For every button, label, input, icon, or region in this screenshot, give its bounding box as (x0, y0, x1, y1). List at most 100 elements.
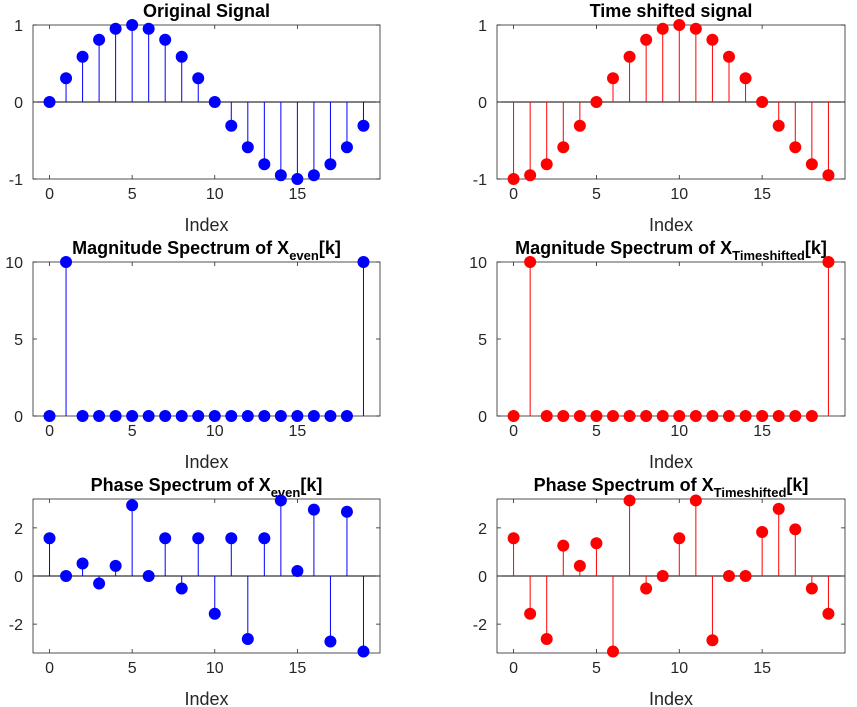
stem-marker (524, 169, 537, 182)
stem-marker (756, 410, 769, 422)
stem-marker (340, 141, 353, 154)
stem-marker (772, 410, 785, 422)
stem-marker (126, 19, 139, 31)
stem-marker (540, 633, 553, 646)
stem-marker (789, 410, 802, 422)
plot-title: Phase Spectrum of Xeven[k] (91, 475, 323, 500)
stem-marker (706, 410, 719, 422)
x-tick-label: 5 (128, 186, 137, 203)
stem-marker (706, 33, 719, 46)
y-tick-label: 5 (478, 332, 487, 349)
stem-marker (192, 532, 205, 545)
stem-marker (640, 33, 653, 46)
stem-marker (822, 256, 835, 268)
stem-marker (93, 33, 106, 46)
stem-marker (225, 532, 238, 545)
y-tick-label: 0 (14, 409, 23, 426)
y-tick-label: -1 (473, 172, 487, 189)
stem-marker (43, 96, 56, 108)
y-tick-label: 5 (14, 332, 23, 349)
stem-marker (805, 582, 818, 595)
stem-marker (225, 119, 238, 132)
stem-marker (540, 410, 553, 422)
x-tick-label: 0 (509, 423, 518, 440)
x-tick-label: 5 (592, 186, 601, 203)
stem-marker (60, 256, 73, 268)
stem-marker (689, 494, 702, 507)
y-tick-label: 10 (5, 255, 23, 272)
stem-marker (258, 410, 271, 422)
stem-marker (739, 410, 752, 422)
x-tick-label: 15 (288, 186, 306, 203)
x-tick-label: 5 (128, 423, 137, 440)
x-tick-label: 10 (670, 186, 688, 203)
stem-marker (192, 410, 205, 422)
stem-marker (142, 22, 155, 35)
y-tick-label: 2 (14, 521, 23, 538)
stem-marker (357, 256, 370, 268)
x-tick-label: 5 (592, 423, 601, 440)
stem-marker (159, 532, 172, 545)
stem-marker (43, 532, 56, 545)
stem-marker (291, 410, 304, 422)
stem-marker (109, 22, 122, 35)
stem-marker (93, 410, 106, 422)
stem-marker (557, 141, 570, 154)
y-tick-label: 0 (478, 409, 487, 426)
stem-marker (291, 173, 304, 185)
stem-marker (159, 33, 172, 46)
stem-marker (689, 410, 702, 422)
stem-marker (573, 119, 586, 132)
stem-marker (756, 525, 769, 538)
plot-title: Magnitude Spectrum of Xeven[k] (72, 238, 341, 263)
stem-marker (656, 410, 669, 422)
stem-marker (274, 410, 287, 422)
x-tick-label: 10 (206, 423, 224, 440)
stem-marker (208, 607, 221, 620)
stem-marker (357, 645, 370, 658)
x-axis-label: Index (649, 452, 693, 472)
stem-marker (76, 410, 89, 422)
stem-marker (507, 410, 520, 422)
stem-marker (573, 559, 586, 572)
x-axis-label: Index (649, 215, 693, 235)
stem-marker (307, 169, 320, 182)
x-axis-label: Index (184, 215, 228, 235)
stem-marker (524, 607, 537, 620)
x-tick-label: 0 (45, 423, 54, 440)
y-tick-label: -2 (9, 617, 23, 634)
x-tick-label: 10 (670, 423, 688, 440)
stem-marker (640, 410, 653, 422)
stem-marker (324, 158, 337, 171)
stem-marker (557, 410, 570, 422)
stem-marker (656, 570, 669, 582)
stem-marker (93, 577, 106, 590)
plot-area (496, 261, 846, 417)
x-tick-label: 0 (509, 660, 518, 677)
y-tick-label: 0 (14, 95, 23, 112)
stem-marker (739, 570, 752, 582)
x-tick-label: 15 (288, 423, 306, 440)
stem-marker (607, 72, 619, 85)
stem-marker (623, 410, 636, 422)
x-tick-label: 15 (288, 660, 306, 677)
y-tick-label: 0 (478, 95, 487, 112)
stem-marker (175, 582, 188, 595)
stem-marker (76, 50, 89, 63)
stem-marker (723, 410, 735, 422)
stem-marker (60, 72, 73, 85)
stem-marker (258, 158, 271, 171)
stem-marker (192, 72, 205, 85)
subplot-4: 0 5 10 15 0 5 10 Index Magnitude Spectrum of XTi… (469, 238, 846, 472)
stem-marker (822, 607, 835, 620)
y-tick-label: 2 (478, 521, 487, 538)
stem-marker (607, 410, 619, 422)
y-tick-label: 0 (478, 569, 487, 586)
stem-marker (507, 173, 520, 185)
stem-marker (590, 410, 603, 422)
x-tick-label: 5 (592, 660, 601, 677)
plot-title: Time shifted signal (590, 1, 753, 21)
stem-marker (689, 22, 702, 35)
stem-marker (723, 50, 735, 63)
stem-marker (507, 532, 520, 545)
